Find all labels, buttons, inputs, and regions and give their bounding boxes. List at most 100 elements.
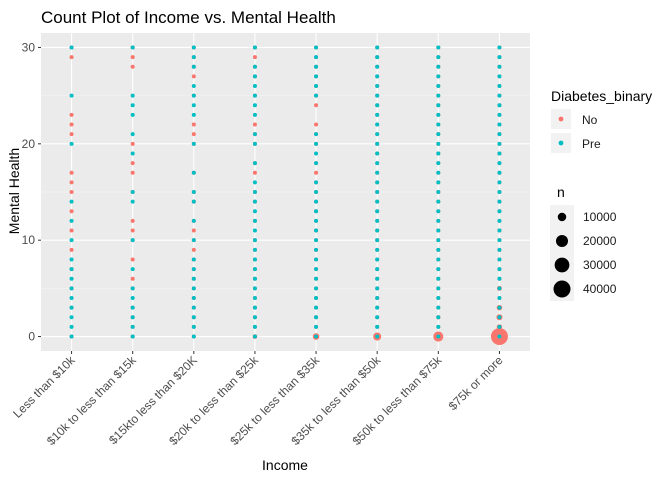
size-legend: n 10000 20000 30000 40000 bbox=[550, 184, 617, 301]
point-pre bbox=[314, 209, 319, 214]
point-pre bbox=[252, 257, 257, 262]
point-no bbox=[69, 190, 74, 194]
point-no bbox=[252, 55, 257, 60]
point-pre bbox=[497, 170, 502, 175]
point-pre bbox=[314, 64, 319, 69]
point-pre bbox=[314, 296, 319, 300]
point-no bbox=[130, 161, 135, 166]
point-pre bbox=[436, 199, 441, 204]
point-pre bbox=[252, 334, 257, 339]
point-no bbox=[314, 170, 319, 175]
point-pre bbox=[252, 228, 257, 233]
point-pre bbox=[130, 132, 135, 137]
point-pre bbox=[314, 151, 319, 156]
point-pre bbox=[191, 64, 196, 69]
y-tick-label: 20 bbox=[22, 137, 36, 151]
point-pre bbox=[69, 141, 74, 146]
point-pre bbox=[191, 324, 196, 329]
point-pre bbox=[252, 247, 257, 252]
point-pre bbox=[497, 267, 502, 272]
point-pre bbox=[436, 64, 441, 69]
point-pre bbox=[69, 315, 74, 320]
point-pre bbox=[314, 93, 319, 98]
point-pre bbox=[191, 112, 196, 117]
point-pre bbox=[130, 286, 135, 291]
point-no bbox=[314, 103, 319, 108]
color-legend-title: Diabetes_binary bbox=[551, 88, 652, 104]
point-pre bbox=[497, 257, 502, 262]
x-axis-ticks: Less than $10k$10k to less than $15k$15k… bbox=[10, 351, 506, 448]
point-pre bbox=[436, 315, 441, 320]
point-pre bbox=[375, 296, 380, 300]
point-pre bbox=[436, 141, 441, 146]
point-pre bbox=[375, 305, 380, 310]
point-pre bbox=[314, 180, 319, 185]
point-pre bbox=[69, 218, 74, 223]
point-pre bbox=[252, 209, 257, 214]
legend-key-pre bbox=[558, 140, 564, 146]
point-pre bbox=[314, 257, 319, 262]
point-pre bbox=[375, 45, 380, 50]
point-pre bbox=[436, 170, 441, 175]
point-pre bbox=[497, 45, 502, 50]
point-pre bbox=[436, 74, 441, 79]
point-pre bbox=[436, 84, 441, 88]
point-pre bbox=[69, 296, 74, 300]
point-pre bbox=[375, 103, 380, 108]
point-pre bbox=[375, 267, 380, 272]
point-pre bbox=[252, 286, 257, 291]
point-no bbox=[69, 247, 74, 252]
point-pre bbox=[497, 305, 502, 310]
point-pre bbox=[252, 141, 257, 146]
point-pre bbox=[130, 238, 135, 243]
point-pre bbox=[69, 324, 74, 329]
x-axis-label: Income bbox=[262, 457, 308, 473]
point-pre bbox=[252, 74, 257, 79]
point-pre bbox=[497, 84, 502, 88]
point-pre bbox=[375, 55, 380, 60]
point-pre bbox=[130, 103, 135, 108]
size-label-20000: 20000 bbox=[583, 234, 617, 248]
point-pre bbox=[436, 228, 441, 233]
x-tick-label: $75k or more bbox=[446, 353, 506, 413]
y-tick-label: 0 bbox=[28, 330, 35, 344]
point-pre bbox=[375, 151, 380, 156]
point-pre bbox=[375, 112, 380, 117]
point-pre bbox=[375, 209, 380, 214]
point-pre bbox=[375, 276, 380, 281]
point-pre bbox=[436, 161, 441, 166]
point-pre bbox=[130, 334, 135, 339]
point-pre bbox=[252, 276, 257, 281]
point-pre bbox=[130, 45, 135, 50]
point-pre bbox=[436, 190, 441, 194]
point-pre bbox=[497, 55, 502, 60]
point-pre bbox=[375, 218, 380, 223]
point-pre bbox=[375, 132, 380, 137]
point-pre bbox=[436, 334, 441, 339]
point-no bbox=[69, 112, 74, 117]
point-pre bbox=[375, 64, 380, 69]
point-pre bbox=[314, 315, 319, 320]
point-no bbox=[191, 247, 196, 252]
point-no bbox=[130, 141, 135, 146]
point-pre bbox=[252, 132, 257, 137]
point-pre bbox=[69, 267, 74, 272]
point-pre bbox=[191, 315, 196, 320]
point-pre bbox=[375, 141, 380, 146]
point-pre bbox=[314, 74, 319, 79]
point-pre bbox=[497, 247, 502, 252]
point-pre bbox=[497, 180, 502, 185]
point-pre bbox=[252, 305, 257, 310]
point-pre bbox=[436, 103, 441, 108]
point-pre bbox=[314, 199, 319, 204]
point-pre bbox=[130, 190, 135, 194]
point-pre bbox=[497, 209, 502, 214]
size-label-10000: 10000 bbox=[583, 210, 617, 224]
point-pre bbox=[436, 267, 441, 272]
point-pre bbox=[69, 93, 74, 98]
point-pre bbox=[375, 84, 380, 88]
point-pre bbox=[252, 199, 257, 204]
size-key-30000 bbox=[554, 257, 570, 273]
point-pre bbox=[497, 315, 502, 320]
point-pre bbox=[436, 324, 441, 329]
